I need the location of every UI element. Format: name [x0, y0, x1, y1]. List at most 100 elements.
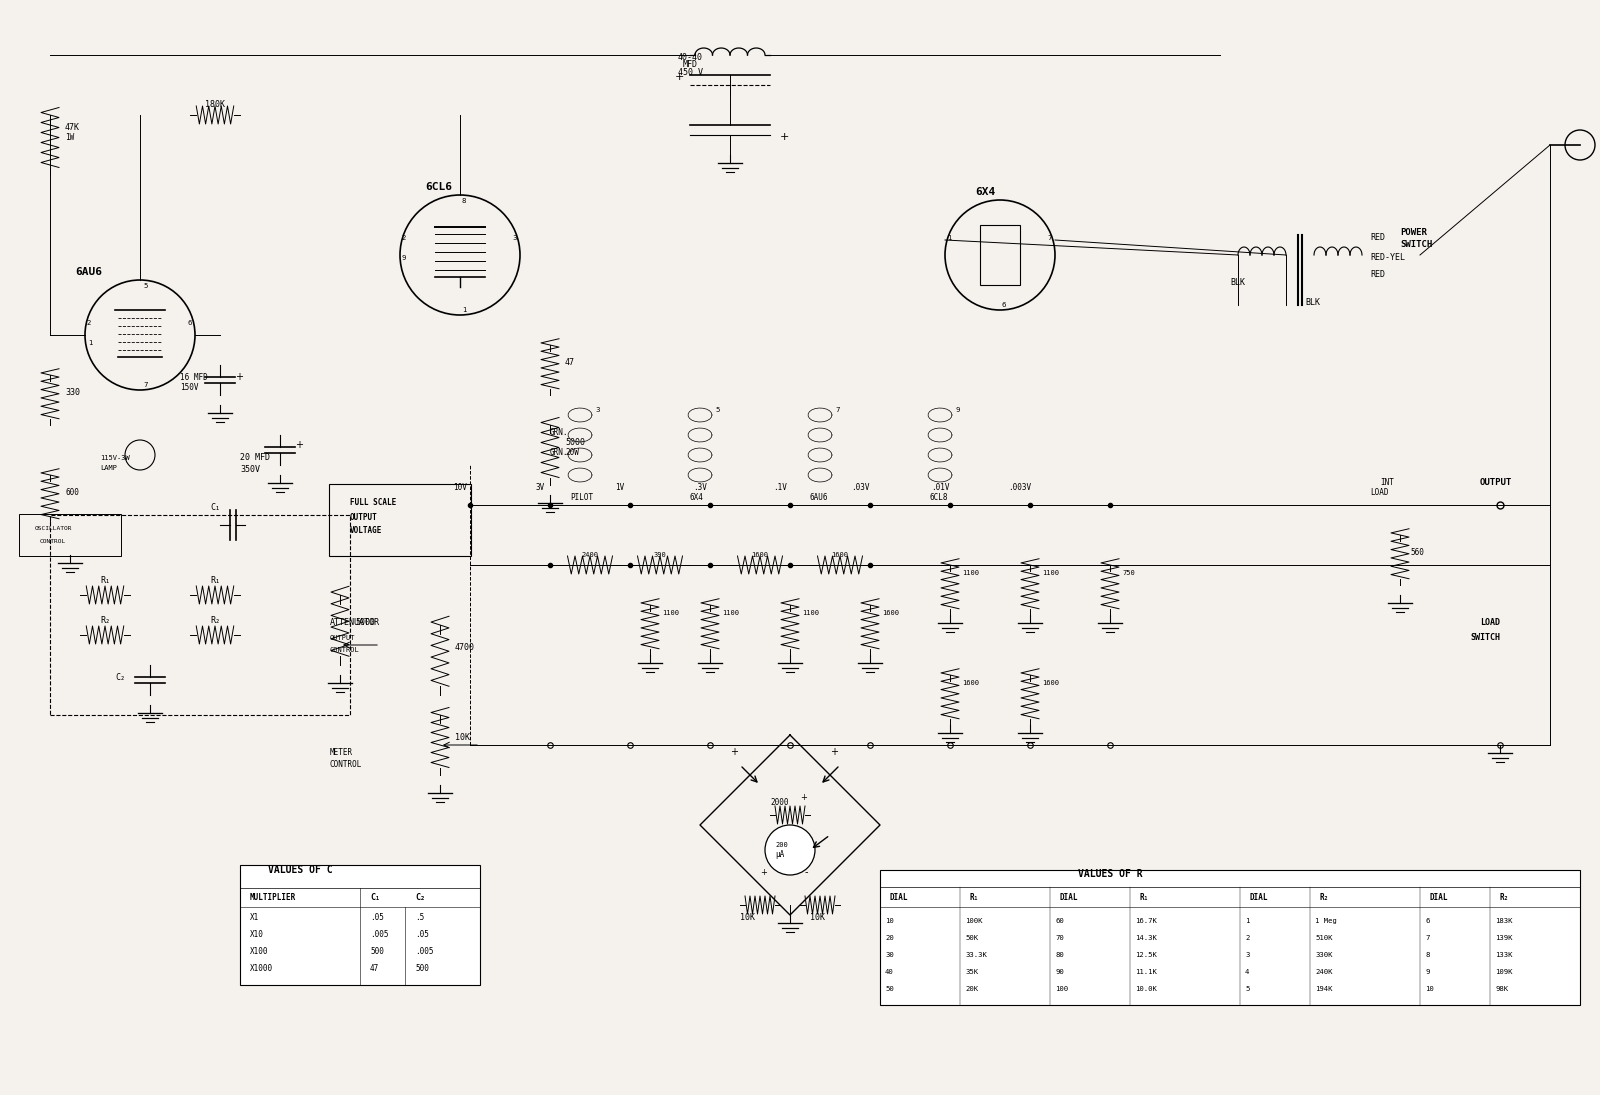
Text: 6: 6 [187, 320, 192, 326]
Text: 1: 1 [462, 307, 467, 313]
Text: 350V: 350V [240, 465, 259, 474]
Text: R₁: R₁ [1139, 894, 1149, 902]
Text: 1: 1 [1245, 918, 1250, 924]
Text: CONTROL: CONTROL [40, 539, 66, 544]
Text: OUTPUT: OUTPUT [330, 635, 355, 641]
Text: X1: X1 [250, 913, 259, 922]
Text: 4700: 4700 [454, 643, 475, 652]
Text: +: + [730, 747, 738, 757]
Text: 1100: 1100 [1042, 570, 1059, 576]
Text: 139K: 139K [1494, 935, 1512, 941]
Text: 10.0K: 10.0K [1134, 986, 1157, 992]
Text: 109K: 109K [1494, 969, 1512, 975]
Text: GRN.: GRN. [550, 448, 568, 457]
Bar [880, 871, 1581, 1005]
Text: R₂: R₂ [1320, 894, 1330, 902]
Text: 20 MFD: 20 MFD [240, 453, 270, 462]
Text: 16 MFD: 16 MFD [179, 373, 208, 382]
Text: 8: 8 [462, 198, 467, 204]
Text: 35K: 35K [965, 969, 978, 975]
Text: R₁: R₁ [210, 576, 221, 585]
Text: 100: 100 [1054, 986, 1069, 992]
Text: POWER: POWER [1400, 228, 1427, 237]
Text: RED: RED [1370, 233, 1386, 242]
Text: 6AU6: 6AU6 [75, 267, 102, 277]
Text: 3: 3 [512, 235, 517, 241]
Text: 70: 70 [1054, 935, 1064, 941]
Text: 7: 7 [1046, 235, 1051, 241]
Text: GRN.: GRN. [550, 428, 568, 437]
Text: 33.3K: 33.3K [965, 952, 987, 958]
Text: 6CL8: 6CL8 [930, 493, 949, 502]
Text: 47: 47 [370, 964, 379, 973]
Text: 5000: 5000 [565, 438, 586, 447]
Text: 3V: 3V [536, 483, 544, 492]
Text: 16.7K: 16.7K [1134, 918, 1157, 924]
Text: C₂: C₂ [414, 894, 426, 902]
Text: 20: 20 [885, 935, 894, 941]
Text: 390: 390 [654, 552, 666, 558]
Text: 500: 500 [414, 964, 429, 973]
Text: 1100: 1100 [722, 610, 739, 616]
Text: .3V: .3V [693, 483, 707, 492]
Text: 2: 2 [1245, 935, 1250, 941]
Text: RED-YEL: RED-YEL [1370, 253, 1405, 262]
Text: 40: 40 [885, 969, 894, 975]
Text: 6: 6 [1002, 302, 1006, 308]
Text: 50: 50 [885, 986, 894, 992]
Text: 10K: 10K [810, 913, 826, 922]
Text: 1100: 1100 [962, 570, 979, 576]
Text: 5000: 5000 [355, 618, 374, 627]
Text: DIAL: DIAL [1430, 894, 1448, 902]
Text: 8: 8 [1426, 952, 1429, 958]
Text: .01V: .01V [931, 483, 949, 492]
Text: 1: 1 [947, 235, 952, 241]
Text: +: + [830, 747, 838, 757]
Text: VALUES OF C: VALUES OF C [267, 865, 333, 875]
Text: 6X4: 6X4 [974, 187, 995, 197]
Text: 1 Meg: 1 Meg [1315, 918, 1338, 924]
Text: .05: .05 [370, 913, 384, 922]
Text: 4: 4 [1245, 969, 1250, 975]
Text: 330: 330 [66, 388, 80, 397]
Text: SWITCH: SWITCH [1470, 633, 1501, 642]
Text: 12.5K: 12.5K [1134, 952, 1157, 958]
Text: VALUES OF R: VALUES OF R [1078, 869, 1142, 879]
Text: 47K: 47K [66, 123, 80, 132]
Text: CONTROL: CONTROL [330, 647, 360, 653]
Text: 2000: 2000 [770, 798, 789, 807]
Text: 183K: 183K [1494, 918, 1512, 924]
Text: CONTROL: CONTROL [330, 760, 362, 769]
Text: 10: 10 [885, 918, 894, 924]
Text: 1600: 1600 [882, 610, 899, 616]
Text: 2400: 2400 [581, 552, 598, 558]
Text: SWITCH: SWITCH [1400, 240, 1432, 249]
Text: C₂: C₂ [115, 673, 125, 682]
Text: 20K: 20K [965, 986, 978, 992]
Text: R₂: R₂ [99, 616, 110, 625]
Text: μA: μA [774, 850, 784, 858]
Text: 5: 5 [142, 283, 147, 289]
Text: 6CL6: 6CL6 [426, 182, 453, 192]
Text: 500: 500 [370, 947, 384, 956]
Text: 3: 3 [1245, 952, 1250, 958]
Text: DIAL: DIAL [890, 894, 909, 902]
Text: 47: 47 [565, 358, 574, 367]
Text: 6AU6: 6AU6 [810, 493, 829, 502]
Text: +: + [675, 72, 685, 82]
Text: +: + [800, 793, 806, 802]
Text: 600: 600 [66, 488, 78, 497]
Text: X100: X100 [250, 947, 269, 956]
Text: 14.3K: 14.3K [1134, 935, 1157, 941]
Text: 98K: 98K [1494, 986, 1509, 992]
Text: .05: .05 [414, 930, 429, 940]
Bar [240, 865, 480, 986]
Text: 1600: 1600 [1042, 680, 1059, 685]
Text: -: - [805, 867, 808, 877]
Text: 750: 750 [1122, 570, 1134, 576]
Text: 2: 2 [86, 320, 91, 326]
Text: 115V-3W: 115V-3W [99, 456, 130, 461]
Text: R₂: R₂ [1501, 894, 1509, 902]
Text: 10V: 10V [453, 483, 467, 492]
Text: 10: 10 [1426, 986, 1434, 992]
